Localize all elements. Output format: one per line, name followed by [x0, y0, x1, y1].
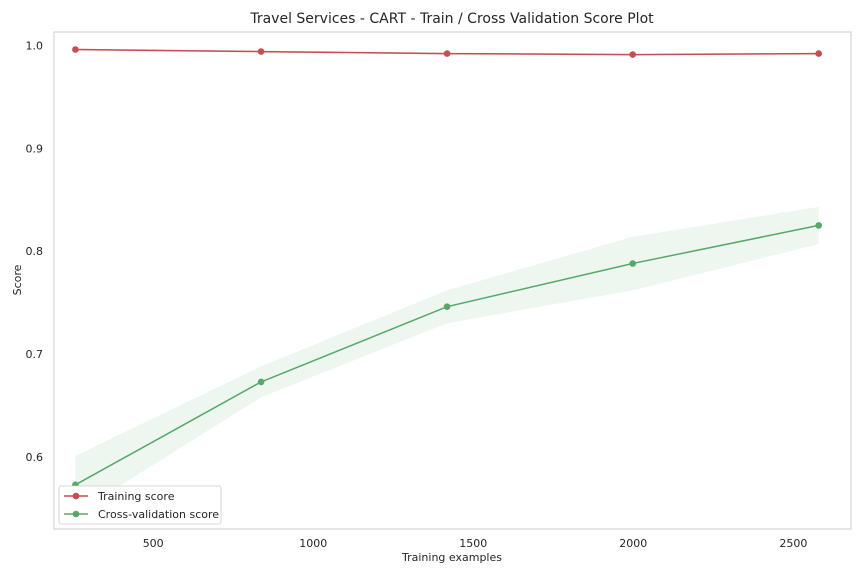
x-tick-label: 500 — [143, 537, 164, 550]
y-tick-label: 1.0 — [26, 39, 44, 52]
cv-score-point — [258, 379, 265, 386]
y-axis-label: Score — [11, 264, 24, 295]
x-axis-label: Training examples — [401, 551, 502, 564]
training-score-point — [72, 46, 79, 53]
plot-area — [54, 32, 851, 529]
y-tick-label: 0.9 — [26, 142, 44, 155]
cv-score-point — [629, 260, 636, 267]
training-score-point — [444, 50, 451, 57]
y-tick-label: 0.6 — [26, 451, 44, 464]
x-tick-label: 1500 — [459, 537, 487, 550]
legend-training-label: Training score — [97, 490, 175, 503]
training-score-point — [258, 48, 265, 55]
x-tick-label: 2000 — [619, 537, 647, 550]
legend-training-marker — [73, 493, 80, 500]
training-score-point — [629, 51, 636, 58]
training-score-point — [815, 50, 822, 57]
x-tick-label: 1000 — [299, 537, 327, 550]
legend-cv-marker — [73, 511, 80, 518]
x-tick-label: 2500 — [779, 537, 807, 550]
y-tick-label: 0.8 — [26, 245, 44, 258]
chart-title: Travel Services - CART - Train / Cross V… — [249, 11, 654, 27]
legend-cv-label: Cross-validation score — [98, 508, 219, 521]
cv-score-point — [815, 222, 822, 229]
y-tick-label: 0.7 — [26, 348, 44, 361]
legend: Training score Cross-validation score — [59, 486, 221, 524]
cv-score-point — [444, 303, 451, 310]
